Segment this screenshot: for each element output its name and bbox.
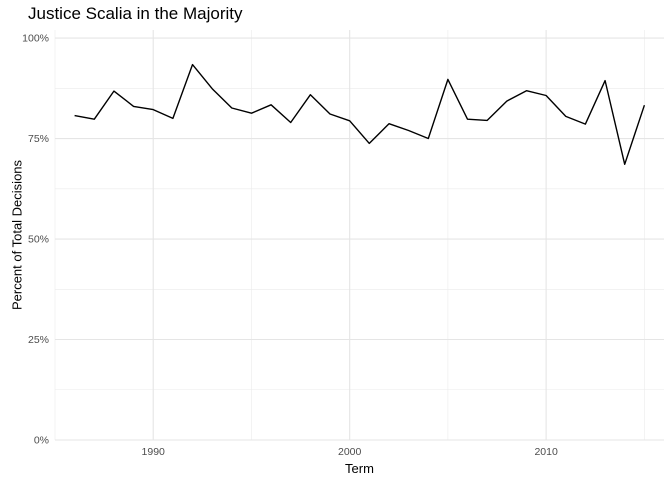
y-axis-title: Percent of Total Decisions bbox=[10, 159, 25, 310]
y-tick-label: 25% bbox=[28, 334, 49, 346]
x-tick-label: 2000 bbox=[338, 446, 362, 458]
y-tick-label: 75% bbox=[28, 133, 49, 145]
chart-title: Justice Scalia in the Majority bbox=[28, 4, 243, 23]
y-tick-label: 50% bbox=[28, 234, 49, 246]
x-tick-label: 2010 bbox=[534, 446, 558, 458]
series-lines bbox=[74, 63, 646, 166]
series-line bbox=[74, 63, 646, 166]
grid-lines bbox=[54, 30, 664, 441]
y-tick-labels: 0% 25% 50% 75% 100% bbox=[22, 33, 49, 447]
y-tick-label: 100% bbox=[22, 33, 49, 45]
y-tick-label: 0% bbox=[34, 435, 49, 447]
x-axis-title: Term bbox=[345, 461, 374, 476]
x-tick-label: 1990 bbox=[142, 446, 166, 458]
x-tick-labels: 1990 2000 2010 bbox=[142, 446, 558, 458]
